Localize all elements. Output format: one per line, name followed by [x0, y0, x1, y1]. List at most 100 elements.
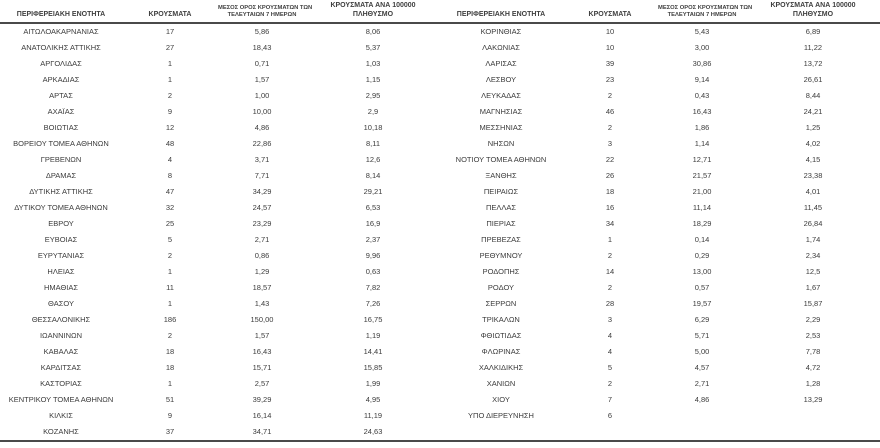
per100k-cell: 8,14	[365, 171, 381, 180]
column-header-avg7days: ΜΕΣΟΣ ΟΡΟΣ ΚΡΟΥΣΜΑΤΩΝ ΤΩΝ ΤΕΛΕΥΤΑΙΩΝ 7 Η…	[218, 5, 313, 22]
region-cell: ΠΙΕΡΙΑΣ	[486, 219, 516, 228]
region-cell: ΛΑΚΩΝΙΑΣ	[482, 43, 520, 52]
per100k-cell: 29,21	[363, 187, 383, 196]
region-cell: ΧΑΛΚΙΔΙΚΗΣ	[478, 363, 524, 372]
per100k-cell: 2,29	[805, 315, 821, 324]
column-header-avg7days: ΜΕΣΟΣ ΟΡΟΣ ΚΡΟΥΣΜΑΤΩΝ ΤΩΝ ΤΕΛΕΥΤΑΙΩΝ 7 Η…	[658, 5, 753, 22]
column-header-region: ΠΕΡΙΦΕΡΕΙΑΚΗ ΕΝΟΤΗΤΑ	[456, 11, 546, 18]
column-header-avg7days-line1: ΜΕΣΟΣ ΟΡΟΣ ΚΡΟΥΣΜΑΤΩΝ ΤΩΝ	[658, 5, 753, 11]
column-header-avg7days-line1: ΜΕΣΟΣ ΟΡΟΣ ΚΡΟΥΣΜΑΤΩΝ ΤΩΝ	[218, 5, 313, 11]
region-cell: ΦΛΩΡΙΝΑΣ	[481, 347, 521, 356]
region-cell: ΡΟΔΟΥ	[487, 283, 515, 292]
per100k-cell: 4,72	[805, 363, 821, 372]
table-row: ΣΕΡΡΩΝ 28 19,57 15,87	[440, 296, 880, 312]
column-header-per100k: ΚΡΟΥΣΜΑΤΑ ΑΝΑ 100000 ΠΛΗΘΥΣΜΟ	[306, 2, 440, 22]
avg7days-cell: 2,71	[254, 235, 270, 244]
cases-cell: 10	[605, 27, 615, 36]
cases-cell: 26	[605, 171, 615, 180]
column-header-avg7days-line2: ΤΕΛΕΥΤΑΙΩΝ 7 ΗΜΕΡΩΝ	[227, 12, 297, 18]
table-row: ΠΡΕΒΕΖΑΣ 1 0,14 1,74	[440, 232, 880, 248]
table-row: ΘΑΣΟΥ 1 1,43 7,26	[0, 296, 440, 312]
per100k-cell: 13,29	[803, 395, 823, 404]
region-cell: ΡΕΘΥΜΝΟΥ	[479, 251, 523, 260]
avg7days-cell: 5,43	[694, 27, 710, 36]
per100k-cell: 4,15	[805, 155, 821, 164]
region-cell: ΚΙΛΚΙΣ	[49, 411, 73, 420]
cases-cell: 2	[607, 251, 613, 260]
avg7days-cell: 23,29	[252, 219, 272, 228]
region-cell: ΜΑΓΝΗΣΙΑΣ	[479, 107, 523, 116]
per100k-cell: 5,37	[365, 43, 381, 52]
table-row: ΦΘΙΩΤΙΔΑΣ 4 5,71 2,53	[440, 328, 880, 344]
region-cell: ΚΑΡΔΙΤΣΑΣ	[40, 363, 82, 372]
avg7days-cell: 13,00	[692, 267, 712, 276]
region-cell: ΕΒΡΟΥ	[48, 219, 74, 228]
cases-cell: 1	[167, 75, 173, 84]
table-row: ΞΑΝΘΗΣ 26 21,57 23,38	[440, 168, 880, 184]
table-row: ΛΑΚΩΝΙΑΣ 10 3,00 11,22	[440, 40, 880, 56]
cases-cell: 18	[165, 363, 175, 372]
table-row: ΦΛΩΡΙΝΑΣ 4 5,00 7,78	[440, 344, 880, 360]
cases-cell: 6	[607, 411, 613, 420]
per100k-cell: 12,5	[805, 267, 821, 276]
avg7days-cell: 4,86	[254, 123, 270, 132]
per100k-cell: 4,02	[805, 139, 821, 148]
cases-cell: 32	[165, 203, 175, 212]
per100k-cell: 23,38	[803, 171, 823, 180]
cases-cell: 4	[607, 347, 613, 356]
region-cell: ΧΑΝΙΩΝ	[486, 379, 516, 388]
region-cell: ΜΕΣΣΗΝΙΑΣ	[479, 123, 523, 132]
avg7days-cell: 21,57	[692, 171, 712, 180]
cases-cell: 9	[167, 411, 173, 420]
region-cell: ΚΟΖΑΝΗΣ	[43, 427, 79, 436]
table-row: ΛΑΡΙΣΑΣ 39 30,86 13,72	[440, 56, 880, 72]
region-cell: ΡΟΔΟΠΗΣ	[482, 267, 520, 276]
per100k-cell: 8,11	[365, 139, 381, 148]
per100k-cell: 2,37	[365, 235, 381, 244]
avg7days-cell: 1,43	[254, 299, 270, 308]
region-cell: ΙΩΑΝΝΙΝΩΝ	[39, 331, 83, 340]
column-header-per100k-line2: ΠΛΗΘΥΣΜΟ	[792, 10, 834, 18]
region-cell: ΤΡΙΚΑΛΩΝ	[482, 315, 520, 324]
table-row: ΛΕΣΒΟΥ 23 9,14 26,61	[440, 72, 880, 88]
per100k-cell: 1,28	[805, 379, 821, 388]
region-cell: ΦΘΙΩΤΙΔΑΣ	[480, 331, 522, 340]
table-row: ΑΡΚΑΔΙΑΣ 1 1,57 1,15	[0, 72, 440, 88]
avg7days-cell: 150,00	[250, 315, 274, 324]
per100k-cell: 26,61	[803, 75, 823, 84]
per100k-cell: 1,03	[365, 59, 381, 68]
avg7days-cell: 16,43	[692, 107, 712, 116]
cases-cell: 1	[167, 299, 173, 308]
region-cell: ΝΗΣΩΝ	[487, 139, 515, 148]
table-row: ΕΥΒΟΙΑΣ 5 2,71 2,37	[0, 232, 440, 248]
avg7days-cell: 3,71	[254, 155, 270, 164]
cases-cell: 2	[607, 283, 613, 292]
avg7days-cell: 0,86	[254, 251, 270, 260]
avg7days-cell: 0,71	[254, 59, 270, 68]
avg7days-cell: 15,71	[252, 363, 272, 372]
per100k-cell: 16,75	[363, 315, 383, 324]
table-body-left: ΑΙΤΩΛΟΑΚΑΡΝΑΝΙΑΣ 17 5,86 8,06 ΑΝΑΤΟΛΙΚΗΣ ΑΤΤ…	[0, 24, 440, 440]
avg7days-cell: 19,57	[692, 299, 712, 308]
cases-cell: 1	[607, 235, 613, 244]
cases-cell: 2	[167, 331, 173, 340]
table-row: ΡΟΔΟΠΗΣ 14 13,00 12,5	[440, 264, 880, 280]
table-row: ΡΟΔΟΥ 2 0,57 1,67	[440, 280, 880, 296]
per100k-cell: 6,53	[365, 203, 381, 212]
region-cell: ΑΡΓΟΛΙΔΑΣ	[40, 59, 82, 68]
table-row: ΚΕΝΤΡΙΚΟΥ ΤΟΜΕΑ ΑΘΗΝΩΝ 51 39,29 4,95	[0, 392, 440, 408]
per100k-cell: 13,72	[803, 59, 823, 68]
avg7days-cell: 21,00	[692, 187, 712, 196]
column-header-per100k-line1: ΚΡΟΥΣΜΑΤΑ ΑΝΑ 100000	[770, 2, 856, 9]
avg7days-cell: 3,00	[694, 43, 710, 52]
per100k-cell: 15,87	[803, 299, 823, 308]
table-row: ΜΑΓΝΗΣΙΑΣ 46 16,43 24,21	[440, 104, 880, 120]
per100k-cell: 14,41	[363, 347, 383, 356]
cases-cell: 48	[165, 139, 175, 148]
table-row: ΠΕΛΛΑΣ 16 11,14 11,45	[440, 200, 880, 216]
cases-cell: 186	[163, 315, 177, 324]
per100k-cell: 7,78	[805, 347, 821, 356]
cases-cell: 1	[167, 379, 173, 388]
per100k-cell: 0,63	[365, 267, 381, 276]
